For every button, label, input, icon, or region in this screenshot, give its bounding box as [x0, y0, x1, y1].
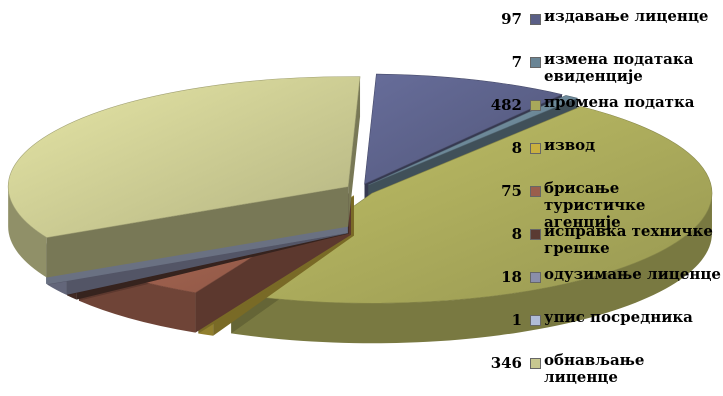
legend-label: промена податка — [544, 94, 695, 111]
legend-swatch — [530, 272, 541, 283]
data-label: 75 — [501, 182, 522, 200]
pie-slice-top-2 — [230, 106, 713, 304]
pie-slice-top-0 — [364, 73, 563, 185]
data-label: 97 — [501, 10, 522, 28]
pie-slice-8 — [7, 76, 361, 278]
pie-slice-top-8 — [7, 76, 361, 238]
legend-item: 482 промена податка — [470, 94, 722, 136]
legend-item: 7 измена података евиденције — [470, 51, 722, 93]
legend-item: 75 брисање туристичке агенције — [470, 180, 722, 231]
pie-slice-top-1 — [368, 95, 579, 186]
data-label: 18 — [501, 268, 522, 286]
legend-label: издавање лиценце — [544, 8, 709, 25]
legend-swatch — [530, 143, 541, 154]
pie-slice-wall-8-1 — [348, 76, 361, 227]
data-label: 482 — [490, 96, 522, 114]
legend-label: брисање туристичке агенције — [544, 180, 646, 231]
legend-item: 8 исправка техничке грешке — [470, 223, 722, 265]
legend-item: 346 обнављање лиценце — [470, 352, 722, 394]
legend-swatch — [530, 358, 541, 369]
data-label: 7 — [511, 53, 522, 71]
legend-swatch — [530, 229, 541, 240]
pie-slice-side-2 — [231, 193, 712, 344]
legend-swatch — [530, 57, 541, 68]
data-label: 1 — [511, 311, 522, 329]
pie-slice-wall-8-0 — [46, 186, 349, 278]
legend-swatch — [530, 14, 541, 25]
legend-swatch — [530, 100, 541, 111]
legend-swatch — [530, 315, 541, 326]
data-label: 8 — [511, 225, 522, 243]
data-label: 346 — [490, 354, 522, 372]
legend-label: извод — [544, 137, 596, 154]
legend-item: 8 извод — [470, 137, 722, 179]
legend-item: 97 издавање лиценце — [470, 8, 722, 50]
legend-label: исправка техничке грешке — [544, 223, 713, 257]
legend-item: 1 упис посредника — [470, 309, 722, 351]
data-label: 8 — [511, 139, 522, 157]
legend-item: 18 одузимање лиценце — [470, 266, 722, 308]
pie-slice-side-8 — [8, 186, 47, 278]
legend-label: измена података евиденције — [544, 51, 694, 85]
legend-label: упис посредника — [544, 309, 693, 326]
legend-label: одузимање лиценце — [544, 266, 721, 283]
legend-label: обнављање лиценце — [544, 352, 645, 386]
legend-swatch — [530, 186, 541, 197]
